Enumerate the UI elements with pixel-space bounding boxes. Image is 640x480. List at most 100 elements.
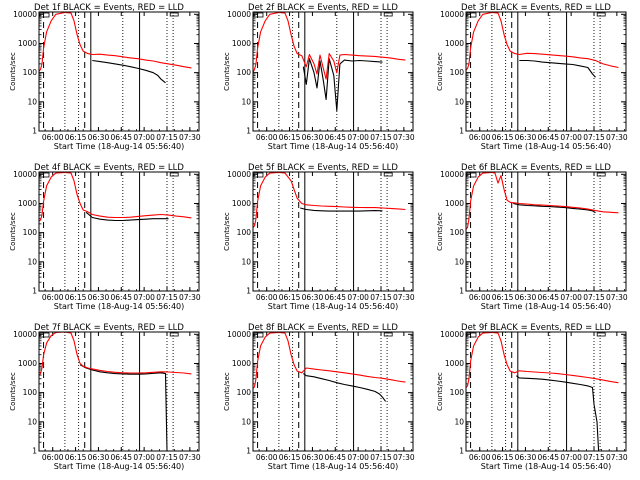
corner-marker — [383, 172, 393, 177]
lld-series-line — [252, 331, 406, 389]
corner-marker — [596, 12, 606, 17]
x-tick-label: 06:30 — [515, 453, 537, 462]
corner-marker — [596, 172, 606, 177]
corner-marker — [466, 12, 477, 18]
y-tick-label: 1 — [246, 287, 251, 296]
panel-title: Det 5f BLACK = Events, RED = LLD — [248, 163, 398, 173]
y-tick-label: 10 — [241, 257, 251, 266]
x-tick-label: 06:30 — [302, 453, 324, 462]
x-tick-label: 06:15 — [65, 133, 87, 142]
x-tick-label: 07:15 — [156, 293, 178, 302]
panel-6: Det 6f BLACK = Events, RED = LLD 1 10 100 10… — [436, 163, 628, 311]
x-tick-label: 06:00 — [42, 133, 64, 142]
x-tick-label: 06:00 — [256, 293, 278, 302]
x-tick-label: 06:45 — [537, 293, 559, 302]
y-tick-label: 1 — [459, 127, 464, 136]
x-tick-label: 06:00 — [469, 453, 491, 462]
corner-marker — [169, 172, 179, 177]
x-tick-label: 06:00 — [469, 133, 491, 142]
x-tick-label: 06:45 — [324, 453, 346, 462]
corner-marker — [169, 332, 179, 337]
y-axis-label: Counts/sec — [9, 372, 17, 411]
plot-frame — [252, 11, 414, 132]
x-tick-label: 07:00 — [560, 293, 582, 302]
corner-marker — [253, 172, 264, 178]
x-tick-label: 06:45 — [537, 453, 559, 462]
plot-frame — [252, 331, 414, 452]
y-tick-label: 1 — [32, 287, 37, 296]
y-axis-label: Counts/sec — [223, 212, 231, 251]
x-tick-label: 07:15 — [156, 453, 178, 462]
y-axis-label: Counts/sec — [436, 212, 444, 251]
x-axis-label: Start Time (18-Aug-14 05:56:40) — [268, 142, 399, 151]
y-tick-label: 1000 — [445, 39, 464, 48]
y-tick-label: 1 — [246, 447, 251, 456]
x-tick-label: 07:30 — [606, 453, 628, 462]
x-tick-label: 06:45 — [324, 293, 346, 302]
lld-series-line — [38, 331, 192, 376]
y-tick-label: 10000 — [227, 170, 251, 179]
panel-7: Det 7f BLACK = Events, RED = LLD 1 10 100 10… — [9, 323, 201, 471]
y-tick-label: 10000 — [13, 330, 37, 339]
y-tick-label: 1000 — [445, 199, 464, 208]
panel-title: Det 4f BLACK = Events, RED = LLD — [34, 163, 184, 173]
x-tick-label: 06:45 — [110, 293, 132, 302]
x-tick-label: 06:15 — [279, 293, 301, 302]
x-axis-label: Start Time (18-Aug-14 05:56:40) — [481, 302, 612, 311]
panel-8: Det 8f BLACK = Events, RED = LLD 1 10 100 10… — [223, 323, 415, 471]
y-tick-label: 100 — [237, 388, 252, 397]
x-tick-label: 07:15 — [583, 453, 605, 462]
panel-title: Det 8f BLACK = Events, RED = LLD — [248, 323, 398, 333]
x-tick-label: 06:45 — [110, 453, 132, 462]
x-tick-label: 07:15 — [583, 133, 605, 142]
panel-4: Det 4f BLACK = Events, RED = LLD 1 10 100 10… — [9, 163, 201, 311]
y-tick-label: 1 — [246, 127, 251, 136]
x-axis-label: Start Time (18-Aug-14 05:56:40) — [54, 302, 185, 311]
y-tick-label: 10 — [27, 97, 37, 106]
y-tick-label: 10000 — [13, 10, 37, 19]
y-axis-label: Counts/sec — [223, 52, 231, 91]
lld-series-line — [465, 331, 619, 388]
x-tick-label: 06:00 — [42, 453, 64, 462]
x-tick-label: 06:30 — [88, 133, 110, 142]
plot-frame — [465, 331, 627, 452]
y-tick-label: 1000 — [18, 199, 37, 208]
panel-9: Det 9f BLACK = Events, RED = LLD 1 10 100 10… — [436, 323, 628, 471]
y-tick-label: 1 — [459, 287, 464, 296]
corner-marker — [383, 332, 393, 337]
panel-3: Det 3f BLACK = Events, RED = LLD 1 10 100 10… — [436, 3, 628, 151]
x-tick-label: 06:15 — [492, 453, 514, 462]
y-tick-label: 100 — [237, 228, 252, 237]
x-tick-label: 07:00 — [560, 453, 582, 462]
x-tick-label: 07:30 — [179, 293, 201, 302]
y-tick-label: 100 — [450, 388, 465, 397]
y-axis-label: Counts/sec — [436, 372, 444, 411]
y-axis-label: Counts/sec — [436, 52, 444, 91]
lld-series-line — [252, 11, 406, 80]
x-tick-label: 06:45 — [324, 133, 346, 142]
x-tick-label: 06:15 — [279, 133, 301, 142]
x-tick-label: 06:30 — [88, 293, 110, 302]
x-tick-label: 07:30 — [606, 133, 628, 142]
x-tick-label: 06:00 — [256, 453, 278, 462]
y-tick-label: 10 — [454, 417, 464, 426]
y-tick-label: 10 — [27, 417, 37, 426]
y-tick-label: 10000 — [227, 330, 251, 339]
y-tick-label: 10 — [454, 257, 464, 266]
x-axis-label: Start Time (18-Aug-14 05:56:40) — [54, 462, 185, 471]
corner-marker — [39, 332, 50, 338]
lld-series-line — [38, 11, 192, 72]
lld-series-line — [465, 171, 619, 230]
x-tick-label: 07:00 — [133, 453, 155, 462]
x-axis-label: Start Time (18-Aug-14 05:56:40) — [54, 142, 185, 151]
x-tick-label: 07:00 — [133, 293, 155, 302]
x-tick-label: 07:30 — [393, 293, 415, 302]
corner-marker — [466, 172, 477, 178]
y-axis-label: Counts/sec — [9, 52, 17, 91]
x-tick-label: 07:30 — [179, 133, 201, 142]
panel-title: Det 7f BLACK = Events, RED = LLD — [34, 323, 184, 333]
x-tick-label: 06:30 — [515, 133, 537, 142]
x-tick-label: 06:15 — [279, 453, 301, 462]
x-tick-label: 06:00 — [256, 133, 278, 142]
